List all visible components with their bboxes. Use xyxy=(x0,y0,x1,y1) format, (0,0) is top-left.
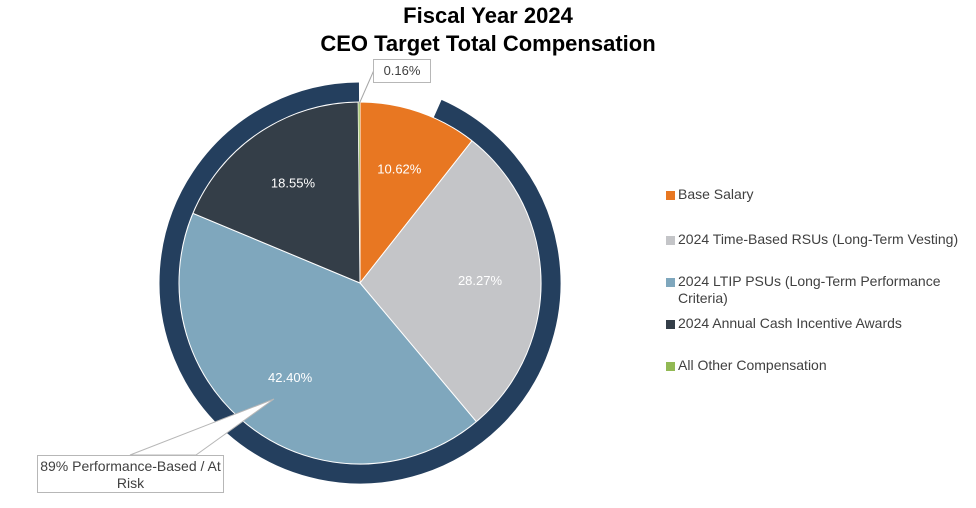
legend-label: 2024 LTIP PSUs (Long-Term Performance Cr… xyxy=(678,273,941,306)
legend-swatch-base-salary xyxy=(666,191,675,200)
leader-line-other-compensation xyxy=(358,69,375,105)
legend-label: 2024 Annual Cash Incentive Awards xyxy=(678,315,902,331)
legend-item-other-compensation: All Other Compensation xyxy=(666,357,971,374)
performance-at-risk-ring xyxy=(159,82,561,484)
pie-slice-time-based-rsus xyxy=(359,140,542,423)
legend-item-time-based-rsus: 2024 Time-Based RSUs (Long-Term Vesting) xyxy=(666,231,971,248)
legend-swatch-time-based-rsus xyxy=(666,236,675,245)
pie-slice-ltip-psus xyxy=(178,212,478,465)
pie-slice-base-salary xyxy=(359,101,473,285)
legend-swatch-ltip-psus xyxy=(666,278,675,287)
chart-title: Fiscal Year 2024 xyxy=(403,3,573,28)
legend-item-cash-incentive: 2024 Annual Cash Incentive Awards xyxy=(666,315,971,332)
data-label-ltip-psus: 42.40% xyxy=(268,370,313,385)
data-label-cash-incentive: 18.55% xyxy=(271,175,316,190)
chart-title-block: Fiscal Year 2024 CEO Target Total Compen… xyxy=(0,2,976,58)
legend-label: Base Salary xyxy=(678,186,754,202)
legend-label: 2024 Time-Based RSUs (Long-Term Vesting) xyxy=(678,231,959,247)
data-label-base-salary: 10.62% xyxy=(377,162,422,177)
data-label-time-based-rsus: 28.27% xyxy=(458,273,503,288)
legend-item-ltip-psus: 2024 LTIP PSUs (Long-Term Performance Cr… xyxy=(666,273,971,307)
legend-label: All Other Compensation xyxy=(678,357,827,373)
callout-performance-at-risk: 89% Performance-Based / At Risk xyxy=(37,455,224,493)
legend-swatch-other-compensation xyxy=(666,362,675,371)
callout-other-compensation-value: 0.16% xyxy=(373,59,431,83)
legend-swatch-cash-incentive xyxy=(666,320,675,329)
pie-slice-cash-incentive xyxy=(192,101,361,284)
chart-subtitle: CEO Target Total Compensation xyxy=(320,31,656,56)
legend-item-base-salary: Base Salary xyxy=(666,186,971,203)
